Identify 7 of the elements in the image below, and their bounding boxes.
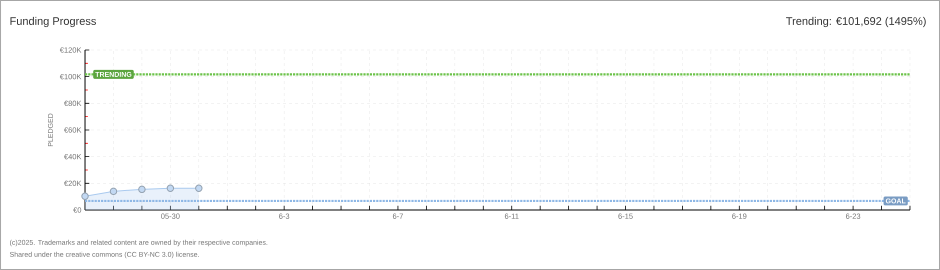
chart-title: Funding Progress bbox=[10, 16, 96, 28]
point bbox=[81, 192, 89, 200]
point bbox=[166, 184, 174, 192]
point bbox=[110, 188, 118, 196]
point bbox=[138, 186, 146, 194]
chart-subtitle: Trending: €101,692 (1495%) bbox=[786, 16, 926, 28]
point bbox=[195, 184, 203, 192]
